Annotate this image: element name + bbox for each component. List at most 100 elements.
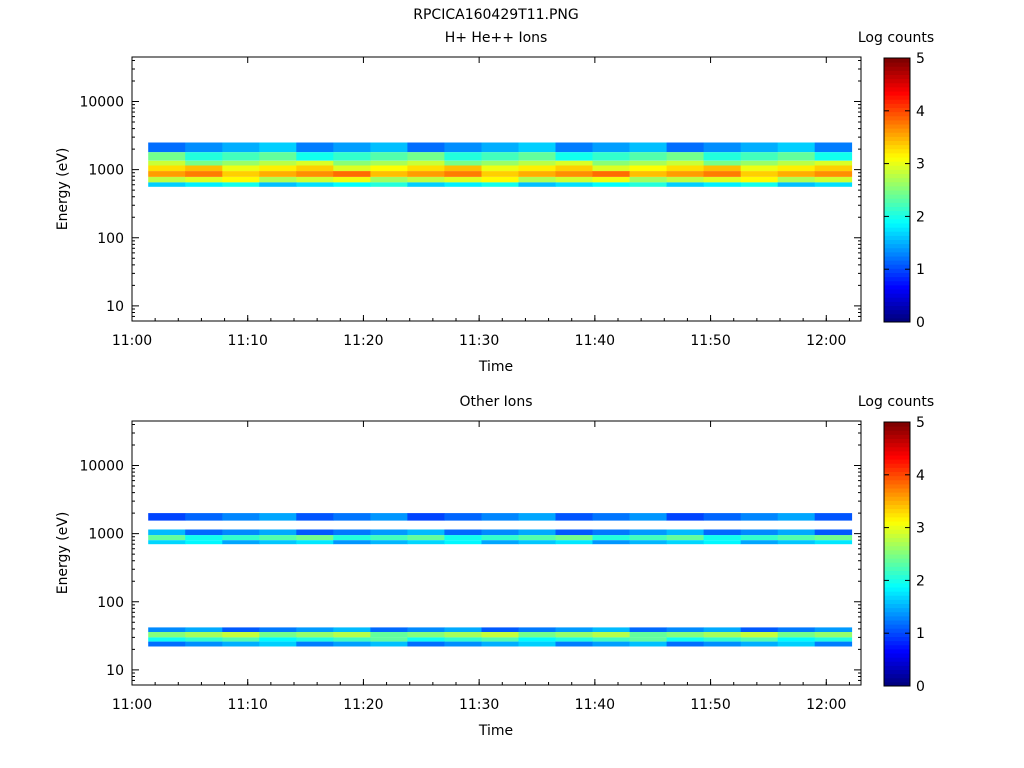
heatmap-cell	[370, 142, 408, 153]
panel1-colorbar: 0 1 2 3 4 5	[883, 51, 925, 331]
colorbar-segment	[884, 442, 910, 448]
colorbar-segment	[884, 115, 910, 121]
colorbar-tick-label: 4	[916, 104, 925, 120]
colorbar-segment	[884, 223, 910, 228]
panel2-axes: 11:00 11:10 11:20 11:30 11:40 11:50 12:00 10 100…	[79, 420, 862, 713]
colorbar-segment	[884, 99, 910, 104]
heatmap-cell	[259, 171, 297, 177]
panel2-title: Other Ions	[459, 394, 532, 410]
heatmap-cell	[148, 513, 186, 521]
heatmap-cell	[444, 637, 482, 642]
heatmap-cell	[407, 152, 445, 161]
colorbar-segment	[884, 62, 910, 67]
colorbar-segment	[884, 309, 910, 315]
heatmap-cell	[259, 641, 297, 647]
heatmap-cell	[222, 627, 260, 632]
colorbar-tick-label: 4	[916, 468, 925, 484]
heatmap-cell	[185, 152, 223, 161]
heatmap-cell	[148, 160, 186, 166]
colorbar-segment	[884, 558, 910, 563]
colorbar-frame	[883, 57, 911, 323]
heatmap-cell	[777, 540, 816, 545]
colorbar-segment	[884, 657, 910, 662]
x-tick-label: 11:20	[343, 697, 383, 713]
heatmap-cell	[703, 627, 741, 632]
heatmap-cell	[148, 535, 186, 541]
heatmap-cell	[629, 632, 667, 638]
colorbar-segment	[884, 157, 910, 162]
colorbar-segment	[884, 103, 910, 109]
heatmap-cell	[666, 513, 704, 521]
colorbar-segment	[884, 140, 910, 146]
heatmap-cell	[814, 535, 853, 541]
colorbar-segment	[884, 665, 910, 671]
heatmap-cell	[555, 142, 593, 153]
colorbar-tick-label: 1	[916, 626, 925, 642]
colorbar-segment	[884, 301, 910, 307]
heatmap-cell	[703, 632, 741, 638]
colorbar-segment	[884, 243, 910, 249]
colorbar-segment	[884, 119, 910, 125]
colorbar-segment	[884, 144, 910, 150]
heatmap-cell	[185, 182, 223, 187]
heatmap-cell	[296, 535, 334, 541]
heatmap-cell	[370, 529, 408, 536]
heatmap-cell	[777, 165, 816, 172]
heatmap-cell	[481, 182, 519, 187]
heatmap-cell	[666, 637, 704, 642]
heatmap-cell	[444, 152, 482, 161]
heatmap-cell	[370, 160, 408, 166]
heatmap-cell	[222, 632, 260, 638]
heatmap-cell	[333, 529, 371, 536]
heatmap-cell	[518, 165, 556, 172]
y-tick-label: 10	[106, 663, 124, 679]
heatmap-cell	[518, 627, 556, 632]
colorbar-segment	[884, 235, 910, 241]
colorbar-segment	[884, 190, 910, 195]
heatmap-cell	[740, 142, 779, 153]
heatmap-cell	[407, 165, 445, 172]
heatmap-cell	[333, 160, 371, 166]
heatmap-cell	[555, 637, 593, 642]
colorbar-segment	[884, 512, 910, 518]
colorbar-tick-label: 5	[916, 51, 925, 67]
heatmap-cell	[370, 535, 408, 541]
x-tick-label: 11:10	[228, 333, 268, 349]
heatmap-cell	[370, 641, 408, 647]
heatmap-cell	[185, 529, 223, 536]
heatmap-cell	[185, 535, 223, 541]
colorbar-segment	[884, 566, 910, 572]
heatmap-cell	[296, 529, 334, 536]
heatmap-cell	[703, 529, 741, 536]
panel2-ylabel: Energy (eV)	[55, 512, 71, 595]
colorbar-segment	[884, 422, 910, 427]
heatmap-cell	[666, 142, 704, 153]
colorbar-segment	[884, 615, 910, 621]
heatmap-cell	[296, 627, 334, 632]
heatmap-cell	[592, 627, 630, 632]
heatmap-cell	[777, 171, 816, 177]
colorbar-frame	[883, 421, 911, 687]
heatmap-cell	[296, 177, 334, 183]
heatmap-cell	[629, 540, 667, 545]
colorbar-segment	[884, 578, 910, 584]
colorbar-segment	[884, 545, 910, 551]
heatmap-cell	[148, 637, 186, 642]
colorbar-segment	[884, 82, 910, 88]
heatmap-cell	[333, 182, 371, 187]
heatmap-cell	[444, 142, 482, 153]
heatmap-cell	[518, 513, 556, 521]
colorbar-tick-label: 0	[916, 679, 925, 695]
heatmap-cell	[555, 152, 593, 161]
heatmap-cell	[259, 632, 297, 638]
heatmap-cell	[444, 632, 482, 638]
heatmap-cell	[222, 182, 260, 187]
heatmap-cell	[222, 165, 260, 172]
x-tick-label: 11:40	[575, 697, 615, 713]
heatmap-cell	[185, 142, 223, 153]
heatmap-cell	[333, 641, 371, 647]
heatmap-cell	[407, 529, 445, 536]
colorbar-tick-label: 2	[916, 209, 925, 225]
colorbar-segment	[884, 599, 910, 605]
heatmap-cell	[185, 165, 223, 172]
